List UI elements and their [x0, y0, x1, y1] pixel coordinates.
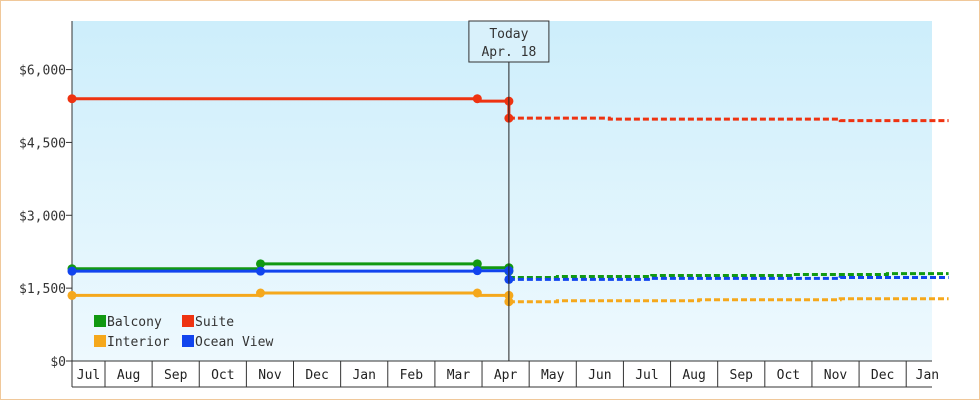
month-label: Jan — [352, 368, 375, 383]
x-axis: Jul Aug Sep Oct Nov Dec Jan Feb Mar Apr May Jun Jul A… — [72, 360, 939, 388]
balcony-point — [472, 259, 482, 269]
y-tick-label: $1,500 — [19, 282, 66, 297]
legend-label-suite: Suite — [195, 315, 234, 330]
ocean-view-point — [472, 266, 482, 276]
interior-forecast-line — [508, 297, 949, 304]
y-tick-label: $6,000 — [19, 64, 66, 79]
month-label: Sep — [730, 368, 754, 383]
month-label: Aug — [117, 368, 140, 383]
balcony-point — [256, 259, 266, 269]
month-label: Oct — [211, 368, 234, 383]
series-layer — [67, 94, 949, 307]
y-tick-label: $4,500 — [19, 136, 66, 151]
month-label: Oct — [777, 368, 800, 383]
today-box — [468, 20, 550, 63]
today-marker: Today Apr. 18 — [468, 20, 550, 361]
month-label: Nov — [824, 368, 848, 383]
month-label: Jun — [588, 368, 611, 383]
month-label: Aug — [682, 368, 705, 383]
month-label: May — [541, 368, 565, 383]
month-label: Dec — [305, 368, 328, 383]
month-label: Jul — [635, 368, 658, 383]
suite-point — [472, 94, 482, 104]
month-label: Nov — [258, 368, 282, 383]
ocean-view-point — [67, 266, 77, 276]
y-tick-label: $3,000 — [19, 209, 66, 224]
legend-label-ocean-view: Ocean View — [195, 335, 273, 350]
today-label: Today — [489, 27, 528, 42]
legend-swatch-interior — [94, 335, 106, 347]
interior-point — [67, 290, 77, 300]
legend-swatch-balcony — [94, 315, 106, 327]
legend-label-balcony: Balcony — [107, 315, 162, 330]
interior-point — [472, 288, 482, 298]
month-label: Feb — [400, 368, 424, 383]
suite-point — [67, 94, 77, 104]
y-axis: $0 $1,500 $3,000 $4,500 $6,000 — [19, 21, 73, 387]
ocean-view-forecast-line — [508, 276, 949, 281]
legend-swatch-ocean-view — [182, 335, 194, 347]
month-label: Jan — [916, 368, 939, 383]
legend-label-interior: Interior — [107, 335, 170, 350]
month-label: Mar — [447, 368, 471, 383]
month-label: Jul — [77, 368, 100, 383]
balcony-forecast-line — [508, 272, 949, 279]
plot-background — [72, 21, 932, 361]
interior-point — [256, 288, 266, 298]
month-label: Dec — [871, 368, 894, 383]
month-label: Apr — [494, 368, 518, 383]
suite-forecast-line — [508, 116, 949, 123]
y-tick-label: $0 — [50, 355, 66, 370]
legend: Balcony Suite Interior Ocean View — [94, 315, 273, 350]
month-label: Sep — [164, 368, 188, 383]
legend-swatch-suite — [182, 315, 194, 327]
today-date: Apr. 18 — [481, 45, 536, 60]
ocean-view-point — [256, 266, 266, 276]
